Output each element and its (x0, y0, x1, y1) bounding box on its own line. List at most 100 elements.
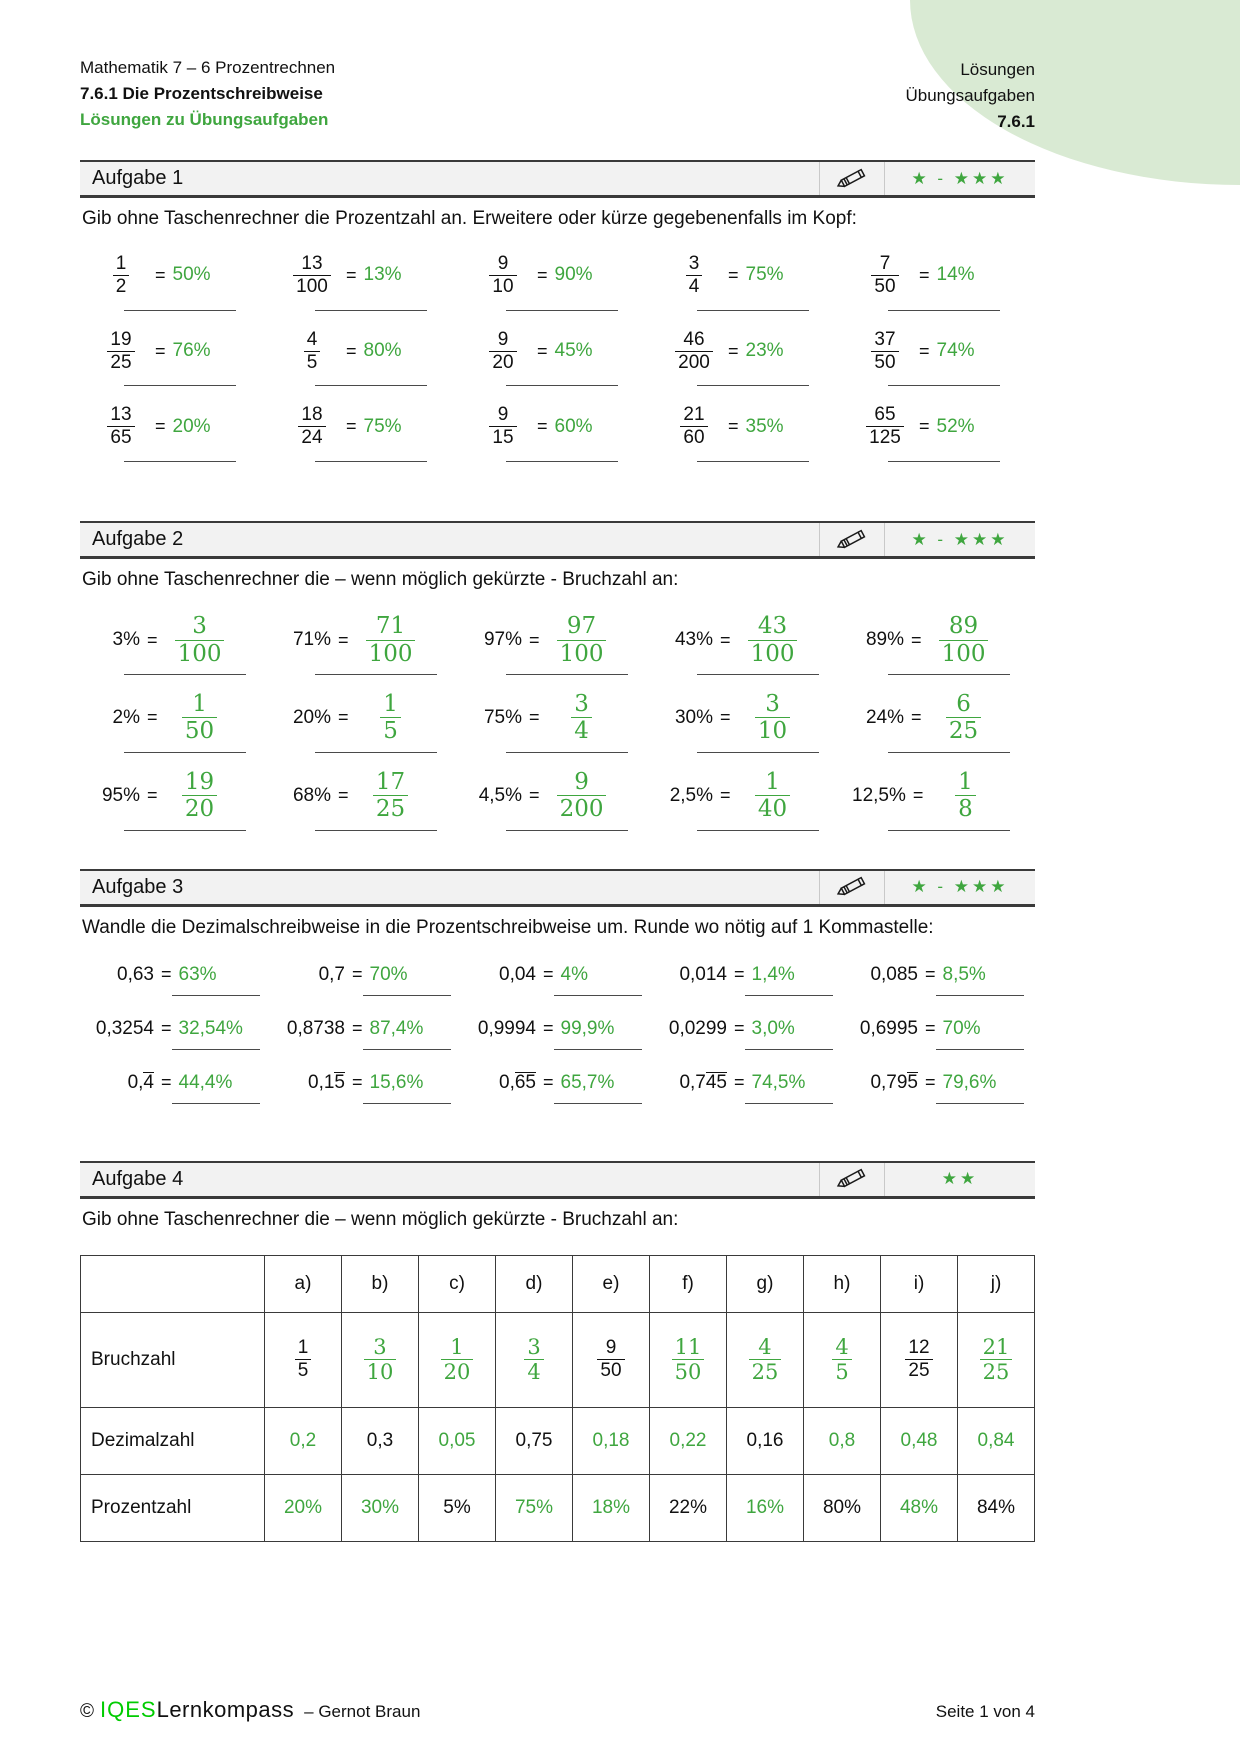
task2-items-grid: 3% = 3 100 71% = 71 100 97% = 97 100 43% = 43 100 89% = 89… (80, 605, 1035, 839)
fraction-to-percent-item: 13 65 = 20% (80, 395, 271, 471)
equals-sign: = (161, 1018, 172, 1039)
percent-answer: 14% (936, 264, 975, 286)
decimal-part: 0,6995 (859, 1017, 918, 1039)
fraction: 65 125 (866, 404, 904, 449)
equals-sign: = (346, 416, 357, 437)
answer-blank (697, 309, 809, 311)
fraction-denominator: 24 (298, 426, 326, 449)
fraction: 13 65 (107, 404, 135, 449)
column-header: b) (341, 1254, 419, 1313)
decimal-part: 0,7 (679, 1071, 706, 1093)
percent-answer: 99,9% (560, 1017, 615, 1039)
task4-instruction: Gib ohne Taschenrechner die – wenn mögli… (82, 1208, 679, 1230)
fraction-denominator: 50 (597, 1359, 625, 1382)
task2-difficulty-stars: ★ - ★★★ (911, 529, 1009, 549)
answer-blank (363, 1102, 451, 1104)
column-header: j) (957, 1254, 1035, 1313)
fraction: 43 100 (747, 613, 798, 667)
fraction-numerator: 71 (375, 613, 406, 640)
decimal-to-percent-item: 0,795 = 79,6% (844, 1061, 1035, 1115)
fraction: 19 20 (181, 769, 218, 823)
equals-sign: = (352, 1072, 363, 1093)
percent-answer: 75% (745, 264, 784, 286)
fraction-denominator: 25 (979, 1359, 1013, 1384)
fraction: 19 25 (107, 329, 135, 374)
fraction-denominator: 10 (489, 274, 517, 298)
equals-sign: = (728, 264, 739, 285)
task1-title: Aufgabe 1 (92, 167, 184, 189)
equals-sign: = (147, 785, 158, 806)
column-header: g) (726, 1254, 804, 1313)
decimal-to-percent-item: 0,9994 = 99,9% (462, 1007, 653, 1061)
fraction-numerator: 9 (497, 404, 509, 426)
percent-cell: 48% (880, 1473, 958, 1542)
equals-sign: = (543, 964, 554, 985)
answer-blank (124, 751, 246, 753)
percent-answer: 75% (363, 415, 402, 437)
percent-answer: 80% (363, 340, 402, 362)
decimal-part: 0,63 (117, 963, 154, 985)
percent-given: 95% (101, 784, 140, 806)
task4-header-bar: Aufgabe 4 ★★ (80, 1160, 1035, 1199)
decimal-to-percent-item: 0,745 = 74,5% (653, 1061, 844, 1115)
percent-given: 71% (292, 629, 331, 650)
fraction: 7 50 (871, 253, 899, 298)
decimal-part: 0,0299 (668, 1017, 727, 1039)
fraction-denominator: 25 (748, 1359, 782, 1384)
percent-to-fraction-item: 12,5% = 1 8 (844, 761, 1035, 839)
column-header: e) (572, 1254, 650, 1313)
fraction-numerator: 1 (192, 690, 207, 717)
decimal-to-percent-item: 0,8738 = 87,4% (271, 1007, 462, 1061)
percent-cell: 18% (572, 1473, 650, 1542)
task4-difficulty-stars: ★★ (941, 1169, 979, 1189)
decimal-part: 0,1 (308, 1071, 335, 1093)
equals-sign: = (352, 964, 363, 985)
equals-sign: = (161, 1072, 172, 1093)
fraction-numerator: 3 (765, 690, 780, 717)
equals-sign: = (734, 964, 745, 985)
fraction-cell: 21 25 (957, 1311, 1035, 1408)
answer-blank (506, 673, 628, 675)
fraction: 9 50 (597, 1337, 625, 1382)
task3-instruction: Wandle die Dezimalschreibweise in die Pr… (82, 916, 934, 938)
answer-blank (506, 751, 628, 753)
answer-blank (124, 673, 246, 675)
decimal-given: 0,0299 (661, 1018, 727, 1040)
page-header-right: Lösungen Übungsaufgaben 7.6.1 (905, 57, 1035, 135)
percent-to-fraction-item: 97% = 97 100 (462, 605, 653, 683)
decimal-given: 0,63 (88, 964, 154, 986)
decimal-given: 0,4 (88, 1071, 154, 1094)
percent-given: 68% (292, 784, 331, 806)
fraction-denominator: 5 (380, 717, 401, 744)
fraction-denominator: 4 (685, 274, 703, 298)
fraction-row: Bruchzahl 1 5 3 10 1 20 3 4 9 50 11 50 4 25 4 5 12 25 21 25 (80, 1311, 1035, 1408)
fraction-denominator: 100 (938, 639, 989, 667)
percent-to-fraction-item: 20% = 1 5 (271, 683, 462, 761)
fraction: 97 100 (556, 613, 607, 667)
percent-cell: 30% (341, 1473, 419, 1542)
percent-given: 2,5% (669, 784, 713, 806)
task1-header-bar: Aufgabe 1 ★ - ★★★ (80, 160, 1035, 198)
percent-answer: 70% (369, 963, 408, 985)
fraction-to-percent-item: 9 20 = 45% (462, 320, 653, 396)
fraction-numerator: 11 (674, 1335, 702, 1360)
fraction-to-percent-item: 19 25 = 76% (80, 320, 271, 396)
row-label: Dezimalzahl (80, 1406, 265, 1475)
fraction: 37 50 (871, 329, 899, 374)
equals-sign: = (352, 1018, 363, 1039)
fraction: 1 40 (754, 769, 791, 823)
fraction: 12 25 (905, 1337, 933, 1382)
column-header: h) (803, 1254, 881, 1313)
brand-iqes: IQES (100, 1697, 157, 1722)
decimal-given: 0,7 (279, 964, 345, 986)
decimal-cell: 0,3 (341, 1406, 419, 1475)
fraction-numerator: 6 (956, 690, 971, 717)
divider (819, 1162, 820, 1196)
equals-sign: = (338, 629, 349, 650)
fraction-to-percent-item: 18 24 = 75% (271, 395, 462, 471)
fraction-to-percent-item: 7 50 = 14% (844, 244, 1035, 320)
answer-blank (697, 385, 809, 387)
